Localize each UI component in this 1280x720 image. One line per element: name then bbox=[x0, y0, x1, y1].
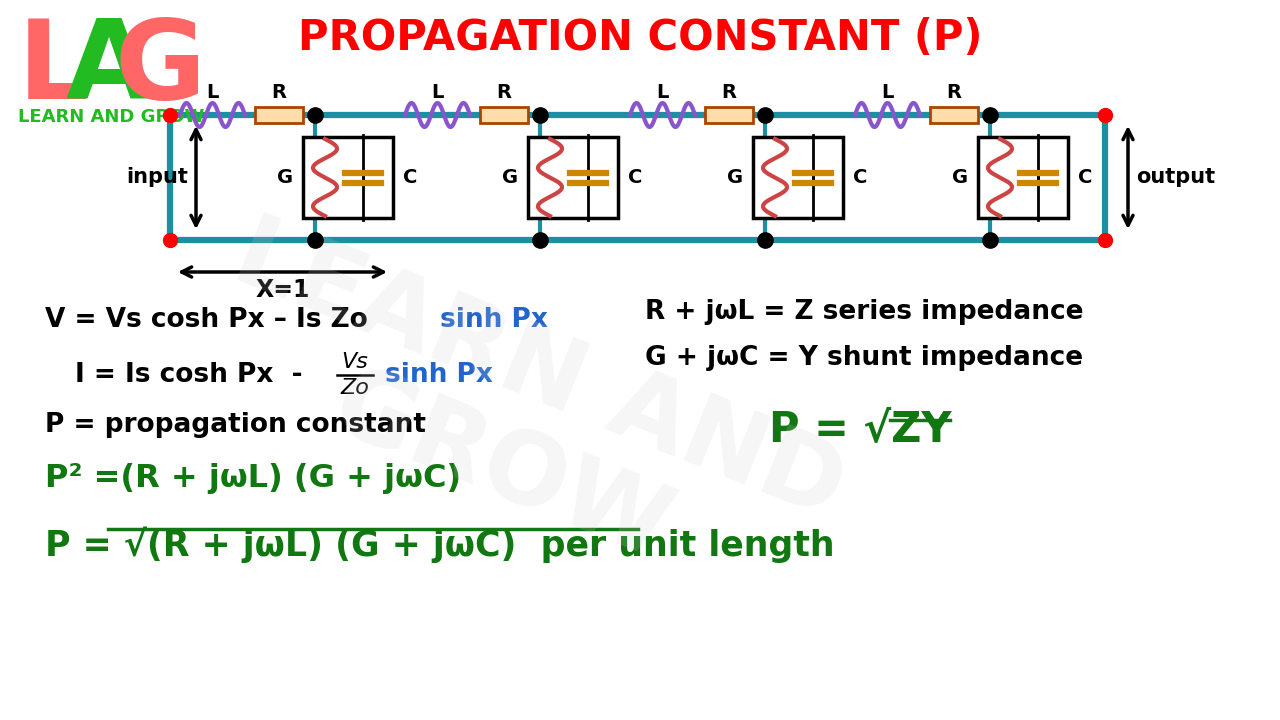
Text: LEARN AND GROW: LEARN AND GROW bbox=[18, 108, 205, 126]
Bar bbox=[753, 137, 844, 218]
Text: Zo: Zo bbox=[340, 378, 370, 398]
Text: G + jωC = Y shunt impedance: G + jωC = Y shunt impedance bbox=[645, 345, 1083, 371]
Text: LEARN AND
GROW: LEARN AND GROW bbox=[182, 205, 859, 635]
Text: X=1: X=1 bbox=[255, 278, 310, 302]
Text: C: C bbox=[403, 168, 417, 187]
Text: G: G bbox=[727, 168, 742, 187]
Text: C: C bbox=[852, 168, 868, 187]
Text: L: L bbox=[882, 84, 893, 102]
Text: R: R bbox=[722, 84, 736, 102]
Text: G: G bbox=[952, 168, 968, 187]
FancyBboxPatch shape bbox=[255, 107, 303, 123]
FancyBboxPatch shape bbox=[480, 107, 529, 123]
FancyBboxPatch shape bbox=[705, 107, 753, 123]
Text: P = propagation constant: P = propagation constant bbox=[45, 412, 426, 438]
Text: C: C bbox=[1078, 168, 1092, 187]
Text: G: G bbox=[115, 15, 206, 122]
Text: output: output bbox=[1137, 167, 1215, 187]
Text: G: G bbox=[502, 168, 518, 187]
Text: L: L bbox=[206, 84, 219, 102]
Text: A: A bbox=[65, 15, 151, 122]
Text: P² =(R + jωL) (G + jωC): P² =(R + jωL) (G + jωC) bbox=[45, 462, 461, 493]
Text: input: input bbox=[127, 167, 188, 187]
Bar bbox=[303, 137, 393, 218]
Text: P = √ZY: P = √ZY bbox=[769, 409, 951, 451]
Text: sinh Px: sinh Px bbox=[385, 362, 493, 388]
Text: R + jωL = Z series impedance: R + jωL = Z series impedance bbox=[645, 299, 1083, 325]
Text: L: L bbox=[431, 84, 444, 102]
Bar bbox=[529, 137, 618, 218]
Text: L: L bbox=[657, 84, 668, 102]
Text: C: C bbox=[628, 168, 643, 187]
Text: G: G bbox=[276, 168, 293, 187]
Text: Vs: Vs bbox=[342, 352, 369, 372]
FancyBboxPatch shape bbox=[931, 107, 978, 123]
Text: R: R bbox=[946, 84, 961, 102]
Text: R: R bbox=[497, 84, 512, 102]
Text: V = Vs cosh Px – Is Zo: V = Vs cosh Px – Is Zo bbox=[45, 307, 376, 333]
Text: PROPAGATION CONSTANT (P): PROPAGATION CONSTANT (P) bbox=[298, 17, 982, 59]
Text: P = √(R + jωL) (G + jωC)  per unit length: P = √(R + jωL) (G + jωC) per unit length bbox=[45, 527, 835, 563]
Text: I = Is cosh Px  -: I = Is cosh Px - bbox=[76, 362, 311, 388]
Text: L: L bbox=[18, 15, 88, 122]
Text: sinh Px: sinh Px bbox=[440, 307, 548, 333]
Text: R: R bbox=[271, 84, 287, 102]
Bar bbox=[978, 137, 1068, 218]
